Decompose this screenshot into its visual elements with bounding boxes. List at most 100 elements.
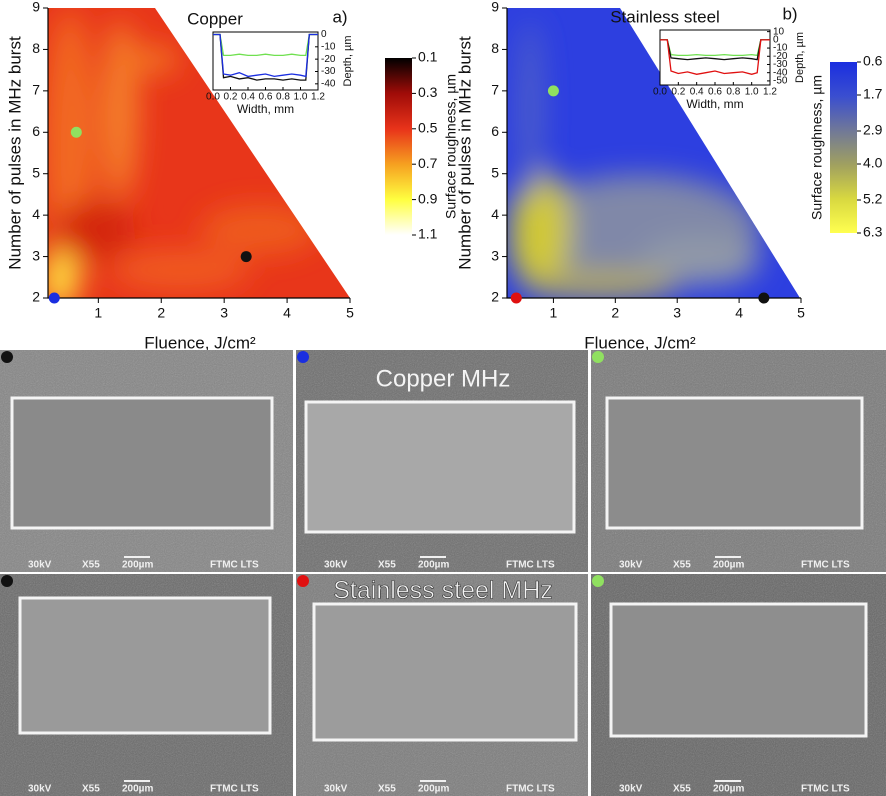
inset-line (213, 33, 318, 57)
inset-x-tick-label: 0.4 (241, 92, 255, 103)
chart-title: Stainless steel (610, 7, 720, 26)
y-tick-label: 2 (32, 289, 40, 305)
y-tick-label: 8 (491, 40, 499, 56)
y-tick-label: 7 (32, 82, 40, 98)
inset-x-tick-label: 1.0 (745, 87, 759, 98)
y-tick-label: 8 (32, 40, 40, 56)
contour-region (640, 235, 760, 285)
contour-region (110, 250, 250, 290)
colorbar-tick-label: 0.1 (418, 49, 438, 65)
inset-y-tick-label: -10 (773, 43, 788, 54)
x-tick-label: 5 (346, 305, 354, 321)
colorbar-tick-label: 0.5 (418, 120, 438, 136)
inset-y-tick-label: -10 (321, 41, 336, 52)
inset-y-label: Depth, µm (794, 32, 806, 83)
x-tick-label: 2 (611, 305, 619, 321)
sem-image: 30kV X55 200µm FTMC LTS (591, 350, 886, 572)
inset-y-tick-label: -40 (321, 78, 336, 89)
colorbar-tick-label: 0.3 (418, 84, 438, 100)
marker-point (70, 126, 82, 138)
sem-voltage: 30kV (619, 784, 643, 795)
inset-x-tick-label: 0.0 (206, 92, 220, 103)
sem-image: 30kV X55 200µm FTMC LTS (296, 350, 588, 572)
sem-marker (592, 575, 604, 587)
y-tick-label: 5 (491, 164, 499, 180)
inset-y-tick-label: -20 (321, 54, 336, 65)
marker-point (547, 85, 559, 97)
y-tick-label: 3 (32, 247, 40, 263)
sem-scale: 200µm (122, 784, 153, 795)
sem-magnification: X55 (378, 560, 396, 571)
marker-point (758, 292, 770, 304)
sem-lab: FTMC LTS (801, 560, 850, 571)
inset-y-tick-label: -50 (773, 76, 788, 87)
y-tick-label: 7 (491, 82, 499, 98)
sem-marker (1, 351, 13, 363)
sem-marker (592, 351, 604, 363)
x-tick-label: 2 (157, 305, 165, 321)
colorbar-tick-label: 0.7 (418, 155, 438, 171)
sem-scale: 200µm (418, 784, 449, 795)
colorbar (385, 58, 412, 235)
sem-image: 30kV X55 200µm FTMC LTS (591, 574, 886, 796)
sem-voltage: 30kV (324, 560, 348, 571)
colorbar (830, 62, 857, 233)
sem-magnification: X55 (82, 784, 100, 795)
y-tick-label: 3 (491, 247, 499, 263)
colorbar-tick-label: 1.1 (418, 226, 438, 242)
contour-shading (510, 20, 760, 298)
inset-line (660, 39, 770, 75)
y-tick-label: 9 (32, 0, 40, 15)
ablated-area (609, 602, 868, 738)
inset-line (213, 33, 318, 78)
colorbar-tick-label: 0.9 (418, 190, 438, 206)
marker-point (48, 292, 60, 304)
colorbar-label: Surface roughness, µm (809, 75, 825, 220)
y-tick-label: 2 (491, 289, 499, 305)
inset-y-tick-label: -30 (773, 59, 788, 70)
colorbar-tick-label: 6.3 (863, 224, 883, 240)
marker-point (240, 251, 252, 263)
inset-y-tick-label: -30 (321, 66, 336, 77)
ablated-area (312, 602, 578, 742)
contour-shading (48, 10, 320, 298)
inset-y-tick-label: -20 (773, 51, 788, 62)
ablated-area (605, 396, 864, 530)
sem-image: 30kV X55 200µm FTMC LTS (296, 574, 588, 796)
x-tick-label: 4 (735, 305, 743, 321)
sem-voltage: 30kV (324, 784, 348, 795)
inset-x-tick-label: 0.4 (690, 87, 704, 98)
inset-x-tick-label: 1.0 (294, 92, 308, 103)
panel-label: b) (782, 4, 797, 23)
contour-region (55, 200, 135, 260)
panel-label: a) (332, 7, 347, 26)
colorbar-tick-label: 0.6 (863, 53, 883, 69)
sem-voltage: 30kV (28, 784, 52, 795)
ablated-area (18, 596, 272, 735)
sem-magnification: X55 (673, 560, 691, 571)
y-tick-label: 4 (491, 206, 499, 222)
colorbar-tick-label: 1.7 (863, 86, 883, 102)
contour-region (510, 170, 570, 290)
y-axis-label: Number of pulses in MHz burst (455, 36, 474, 270)
x-tick-label: 3 (673, 305, 681, 321)
inset-y-tick-label: 0 (773, 34, 779, 45)
inset-x-tick-label: 0.6 (708, 87, 722, 98)
y-tick-label: 6 (491, 123, 499, 139)
x-tick-label: 4 (283, 305, 291, 321)
sem-scale: 200µm (713, 560, 744, 571)
inset-x-tick-label: 1.2 (763, 87, 777, 98)
sem-voltage: 30kV (28, 560, 52, 571)
inset-line (660, 39, 770, 57)
inset-frame (659, 29, 771, 86)
inset-x-label: Width, mm (237, 102, 294, 116)
colorbar-tick-label: 5.2 (863, 191, 883, 207)
section-title: Stainless steel MHz (333, 577, 553, 605)
inset-y-tick-label: -40 (773, 67, 788, 78)
sem-marker (297, 575, 309, 587)
inset-line (213, 33, 318, 81)
contour-region (520, 270, 680, 298)
inset-x-tick-label: 1.2 (311, 92, 325, 103)
sem-marker (1, 575, 13, 587)
